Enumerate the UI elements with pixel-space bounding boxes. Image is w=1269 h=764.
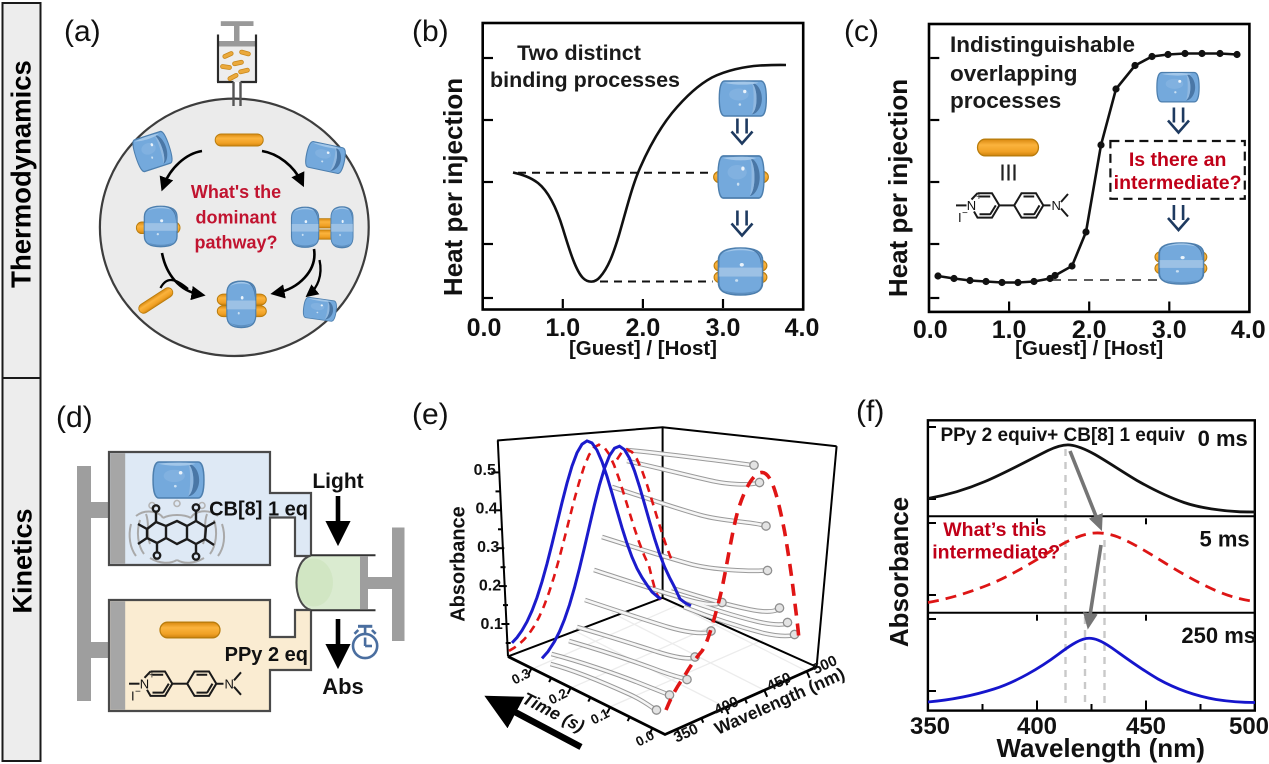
- svg-text:0.0: 0.0: [633, 728, 657, 750]
- svg-text:−: −: [962, 208, 968, 219]
- svg-text:4.0: 4.0: [785, 314, 820, 342]
- svg-text:500: 500: [1229, 713, 1269, 740]
- svg-text:1.0: 1.0: [992, 316, 1027, 344]
- svg-text:Two distinct: Two distinct: [517, 41, 641, 65]
- svg-text:Absorbance: Absorbance: [448, 506, 470, 622]
- svg-text:Kinetics: Kinetics: [8, 508, 38, 613]
- svg-text:(b): (b): [412, 15, 449, 48]
- svg-text:Heat per injection: Heat per injection: [438, 78, 468, 296]
- svg-text:binding processes: binding processes: [490, 68, 680, 92]
- svg-text:2.0: 2.0: [626, 314, 661, 342]
- svg-text:400: 400: [1017, 713, 1057, 740]
- svg-text:N: N: [1052, 198, 1061, 213]
- svg-text:Thermodynamics: Thermodynamics: [6, 60, 37, 288]
- svg-text:N: N: [967, 198, 976, 213]
- svg-text:Absorbance: Absorbance: [884, 497, 914, 647]
- svg-text:I: I: [131, 688, 135, 703]
- svg-text:0.0: 0.0: [467, 314, 502, 342]
- svg-text:350: 350: [910, 713, 950, 740]
- svg-text:Is there an: Is there an: [1129, 149, 1227, 171]
- svg-text:0.2: 0.2: [479, 577, 501, 594]
- svg-text:I: I: [958, 210, 962, 225]
- svg-text:What's the: What's the: [191, 182, 281, 202]
- svg-text:(d): (d): [56, 401, 93, 434]
- svg-text:dominant: dominant: [196, 208, 277, 228]
- svg-text:Light: Light: [312, 470, 363, 493]
- svg-text:0.5: 0.5: [474, 462, 496, 479]
- svg-text:2.0: 2.0: [1072, 316, 1107, 344]
- svg-text:(e): (e): [412, 398, 449, 431]
- svg-text:Wavelength (nm): Wavelength (nm): [996, 733, 1204, 763]
- svg-text:3.0: 3.0: [706, 314, 741, 342]
- svg-text:Abs: Abs: [322, 674, 364, 699]
- svg-text:5 ms: 5 ms: [1200, 527, 1250, 552]
- svg-text:[Guest] / [Host]: [Guest] / [Host]: [569, 337, 717, 360]
- svg-text:0.3: 0.3: [477, 539, 499, 556]
- svg-text:+: +: [976, 192, 982, 203]
- svg-text:1.0: 1.0: [545, 314, 580, 342]
- svg-text:0 ms: 0 ms: [1198, 426, 1248, 451]
- svg-text:−: −: [135, 686, 141, 697]
- svg-text:250 ms: 250 ms: [1181, 623, 1256, 648]
- svg-text:+: +: [149, 670, 155, 681]
- svg-text:(c): (c): [844, 15, 879, 48]
- svg-text:pathway?: pathway?: [194, 233, 277, 253]
- svg-text:intermediate?: intermediate?: [932, 542, 1060, 564]
- svg-text:350: 350: [671, 720, 701, 746]
- svg-text:0.1: 0.1: [481, 616, 503, 633]
- svg-text:4.0: 4.0: [1231, 316, 1266, 344]
- svg-text:[Guest] / [Host]: [Guest] / [Host]: [1015, 337, 1163, 360]
- svg-text:(f): (f): [856, 395, 884, 428]
- svg-text:intermediate?: intermediate?: [1114, 172, 1242, 194]
- svg-text:PPy 2 equiv+ CB[8] 1 equiv: PPy 2 equiv+ CB[8] 1 equiv: [940, 425, 1185, 446]
- svg-text:Indistinguishable: Indistinguishable: [950, 32, 1135, 57]
- svg-text:CB[8] 1 eq: CB[8] 1 eq: [209, 499, 308, 521]
- svg-text:Heat per injection: Heat per injection: [883, 79, 913, 297]
- svg-text:N: N: [225, 676, 234, 691]
- svg-text:3.0: 3.0: [1152, 316, 1187, 344]
- svg-text:What’s this: What’s this: [943, 519, 1046, 541]
- svg-text:0.0: 0.0: [913, 316, 948, 344]
- svg-text:PPy 2 eq: PPy 2 eq: [225, 644, 308, 666]
- svg-text:processes: processes: [950, 88, 1061, 113]
- svg-text:450: 450: [1126, 713, 1166, 740]
- svg-text:overlapping: overlapping: [950, 61, 1078, 86]
- svg-text:0.4: 0.4: [475, 500, 497, 517]
- svg-text:(a): (a): [64, 15, 101, 48]
- svg-text:N: N: [140, 676, 149, 691]
